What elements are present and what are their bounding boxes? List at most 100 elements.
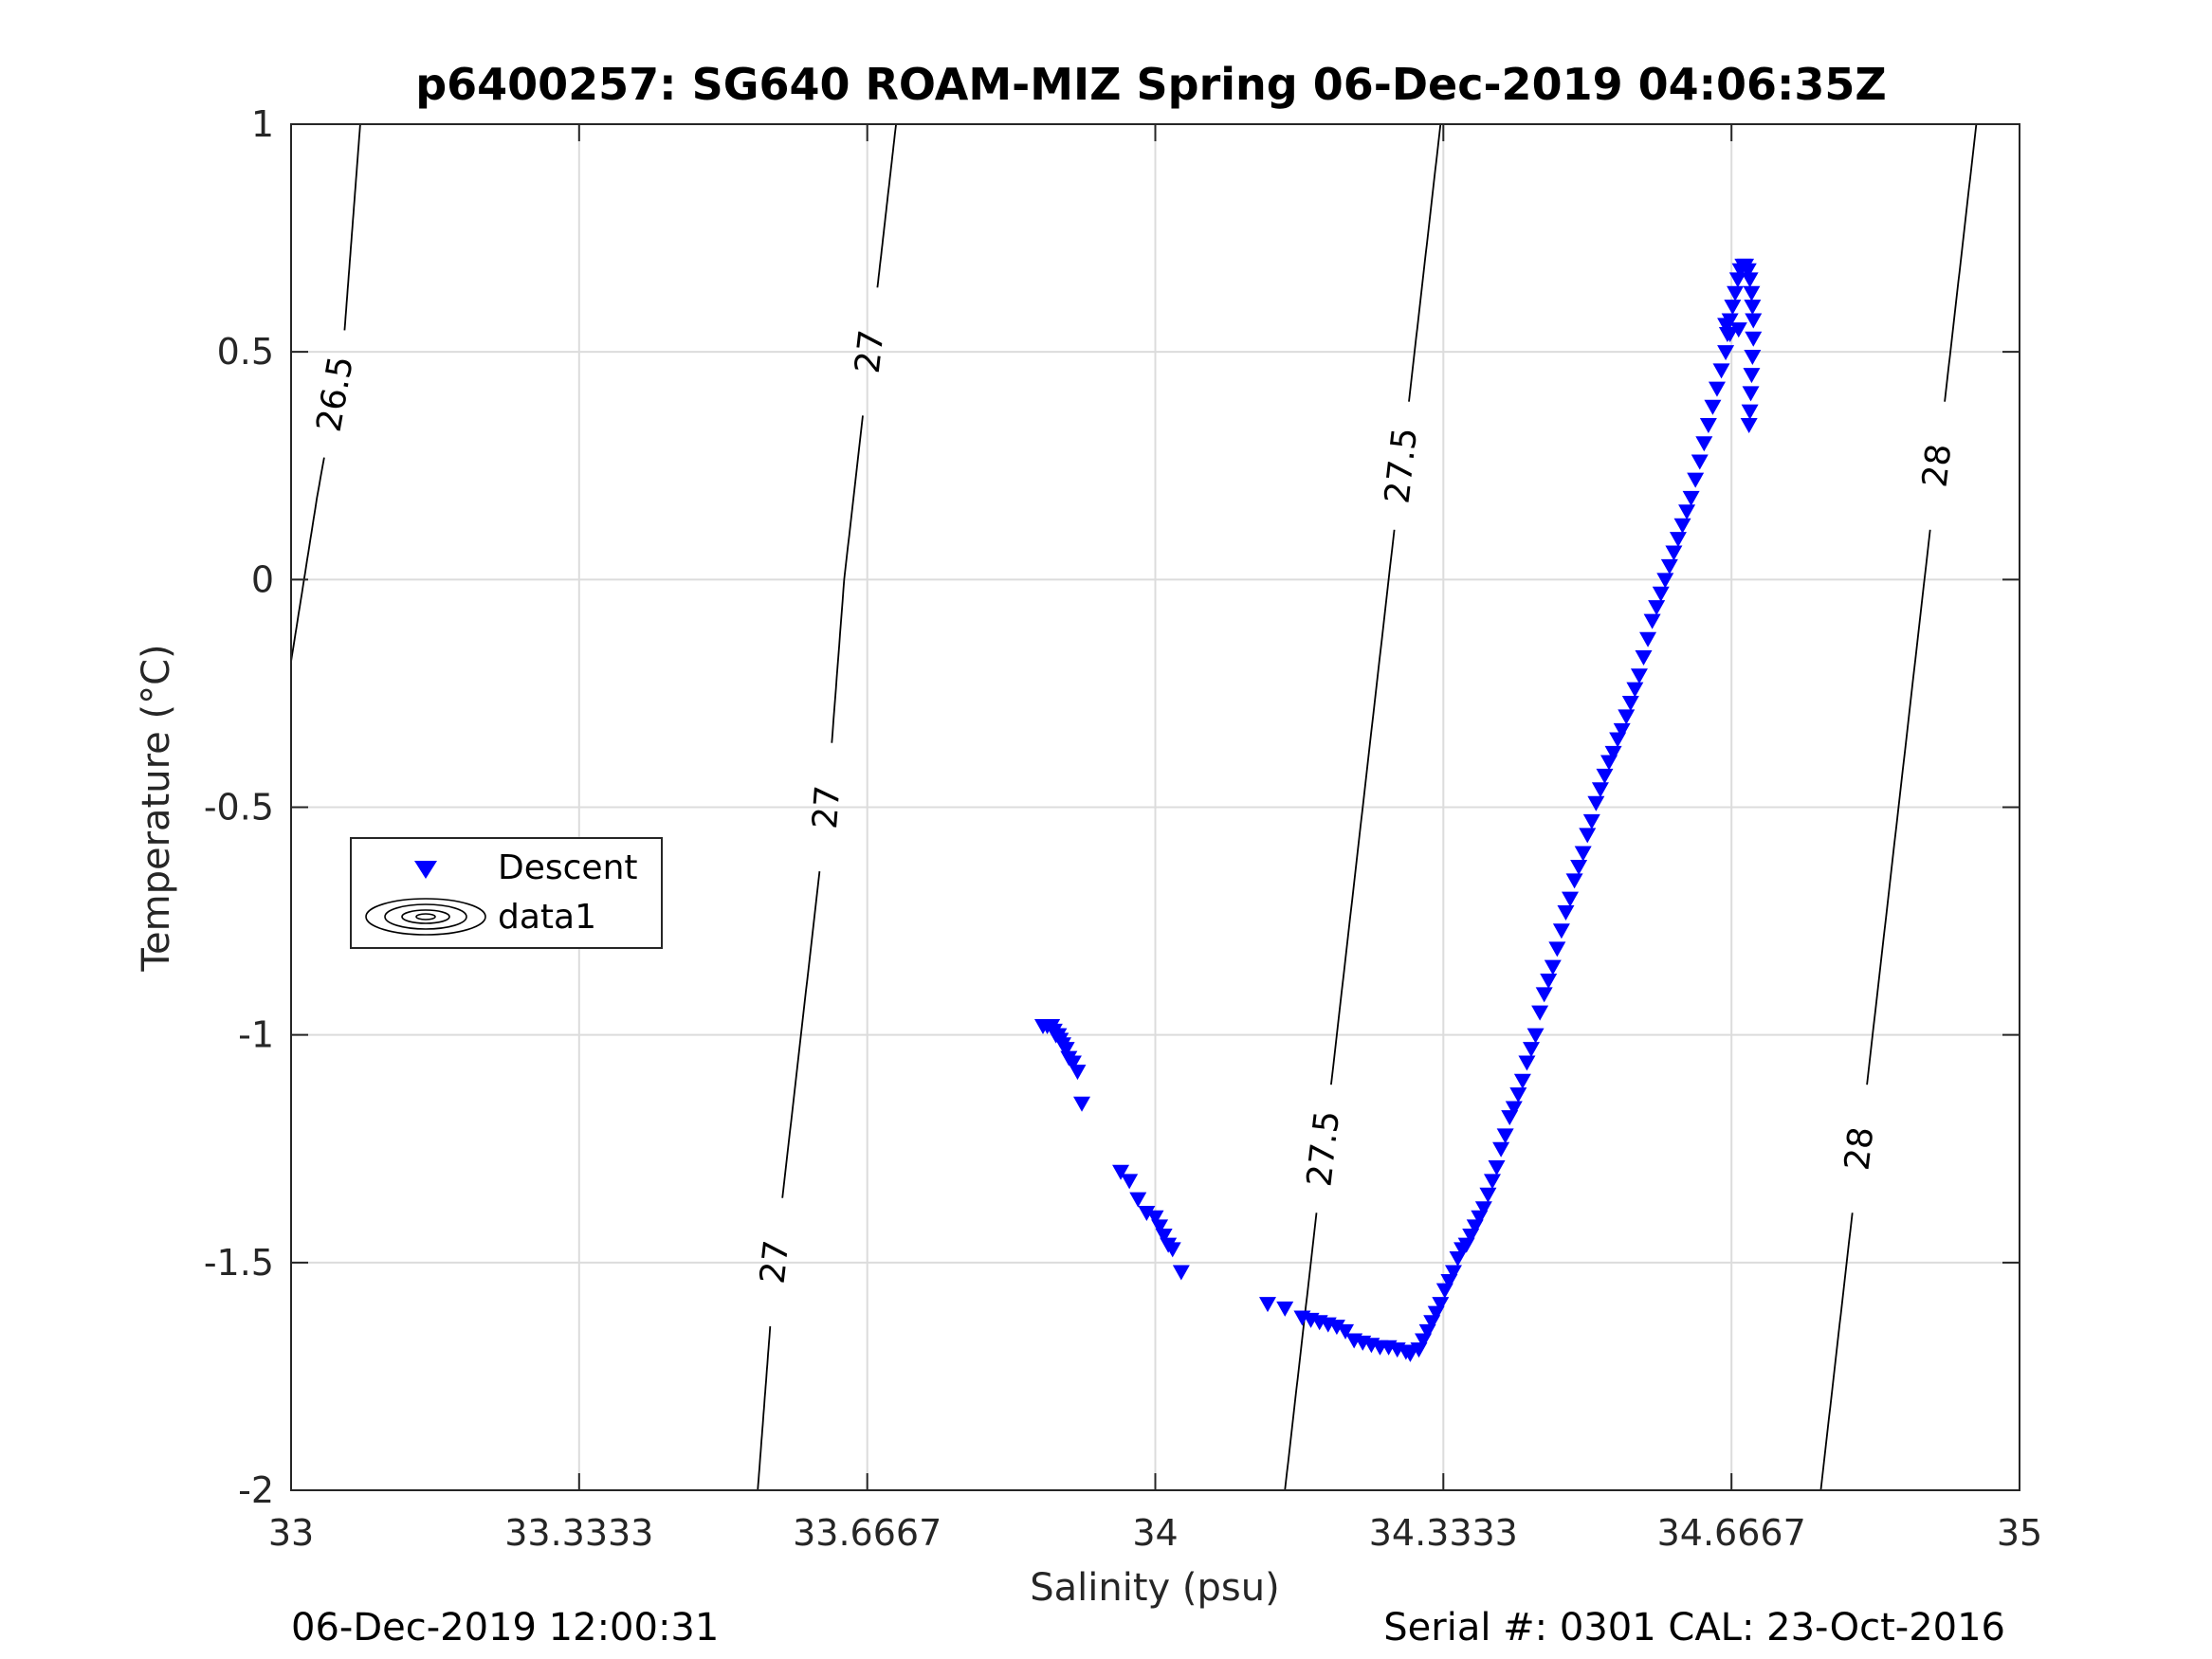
legend: Descent data1 — [350, 837, 663, 949]
descent-point — [1057, 1042, 1075, 1058]
descent-point — [1740, 418, 1758, 434]
contour-line — [1944, 123, 1978, 402]
contour-line — [1866, 529, 1931, 1085]
contour-label: 27.5 — [1300, 1109, 1347, 1189]
descent-point — [1682, 490, 1700, 506]
descent-point — [1505, 1101, 1523, 1117]
descent-point — [1727, 285, 1745, 301]
x-tick-label: 34.6667 — [1657, 1512, 1806, 1554]
descent-point — [1483, 1174, 1501, 1190]
descent-point — [1518, 1055, 1536, 1071]
descent-point — [1574, 846, 1592, 862]
descent-point — [1741, 272, 1759, 288]
descent-point — [1699, 418, 1717, 434]
descent-point — [1652, 586, 1670, 602]
descent-point — [1557, 904, 1575, 921]
contour-line — [1330, 529, 1396, 1085]
descent-point — [1444, 1265, 1462, 1281]
descent-point — [1743, 368, 1761, 384]
contour-label: 28 — [1915, 442, 1959, 489]
descent-point — [1327, 1320, 1345, 1336]
y-tick-label: -0.5 — [204, 787, 274, 829]
descent-point — [1745, 331, 1763, 347]
descent-point — [1535, 987, 1553, 1003]
descent-point — [1129, 1192, 1147, 1208]
legend-data1-label: data1 — [498, 898, 596, 937]
descent-point — [1687, 472, 1705, 488]
descent-point — [1741, 404, 1759, 420]
descent-point — [1587, 795, 1605, 811]
descent-point — [1660, 558, 1678, 574]
descent-point — [1742, 386, 1760, 402]
legend-box — [350, 837, 663, 949]
descent-point — [1656, 573, 1674, 589]
contour-line — [1819, 1212, 1854, 1491]
x-axis-ticks: 33 33.3333 33.6667 34 34.3333 34.6667 35 — [268, 124, 2042, 1554]
descent-point — [1604, 745, 1622, 761]
y-tick-label: 0.5 — [217, 331, 274, 373]
descent-point — [1570, 859, 1588, 875]
descent-point — [1579, 828, 1597, 844]
contour-line — [343, 123, 361, 331]
contour-line — [290, 457, 325, 662]
descent-point — [1728, 272, 1746, 288]
descent-point — [1496, 1128, 1514, 1144]
contour-27: 27 27 27 — [754, 123, 897, 1491]
descent-point — [1729, 322, 1747, 338]
descent-point — [1432, 1297, 1450, 1313]
x-tick-label: 35 — [1997, 1512, 2042, 1554]
descent-point — [1695, 436, 1713, 452]
descent-point — [1669, 532, 1687, 548]
descent-point — [1562, 891, 1580, 907]
contour-line — [876, 123, 897, 288]
footer-serial-cal: Serial #: 0301 CAL: 23-Oct-2016 — [1383, 1606, 2005, 1650]
descent-point — [1673, 518, 1691, 534]
contour-line — [831, 415, 864, 743]
descent-point — [1618, 709, 1636, 725]
descent-point — [1643, 613, 1661, 629]
contour-28: 28 28 — [1819, 123, 1978, 1491]
descent-point — [1613, 722, 1631, 738]
descent-point — [1596, 768, 1614, 784]
descent-point — [1548, 941, 1566, 957]
contour-27.5: 27.5 27.5 — [1284, 123, 1442, 1491]
x-tick-label: 34 — [1132, 1512, 1178, 1554]
descent-point — [1724, 300, 1742, 316]
x-tick-label: 33.6667 — [793, 1512, 941, 1554]
contour-line — [1284, 1212, 1318, 1491]
footer-timestamp: 06-Dec-2019 12:00:31 — [291, 1606, 719, 1650]
descent-point — [1155, 1229, 1173, 1245]
y-axis-ticks: -2 -1.5 -1 -0.5 0 0.5 1 — [204, 103, 2020, 1511]
descent-point — [1337, 1323, 1355, 1340]
y-tick-label: -1 — [238, 1014, 274, 1056]
descent-point — [1745, 313, 1763, 329]
descent-point — [1474, 1201, 1492, 1217]
descent-point — [1163, 1242, 1181, 1258]
descent-point — [1121, 1174, 1139, 1190]
contour-line — [757, 1326, 772, 1491]
descent-point — [1621, 696, 1639, 712]
descent-point — [1540, 974, 1558, 990]
descent-point — [1138, 1205, 1156, 1221]
descent-point — [1069, 1065, 1087, 1081]
contour-label: 27.5 — [1378, 426, 1425, 505]
descent-point — [1151, 1219, 1169, 1235]
legend-descent-label: Descent — [498, 848, 638, 887]
descent-point — [1743, 285, 1761, 301]
descent-series — [1034, 258, 1763, 1362]
y-tick-label: -2 — [238, 1469, 274, 1511]
descent-point — [1172, 1265, 1190, 1281]
descent-point — [1678, 504, 1696, 520]
contour-line — [781, 870, 821, 1198]
legend-contour-icon — [365, 898, 486, 936]
descent-point — [1712, 363, 1730, 379]
descent-point — [1639, 631, 1657, 647]
contour-label: 28 — [1837, 1125, 1881, 1173]
descent-point — [1523, 1042, 1541, 1058]
descent-point — [1630, 668, 1648, 684]
descent-point — [1717, 345, 1735, 361]
contour-line — [1408, 123, 1442, 402]
descent-point — [1744, 300, 1762, 316]
